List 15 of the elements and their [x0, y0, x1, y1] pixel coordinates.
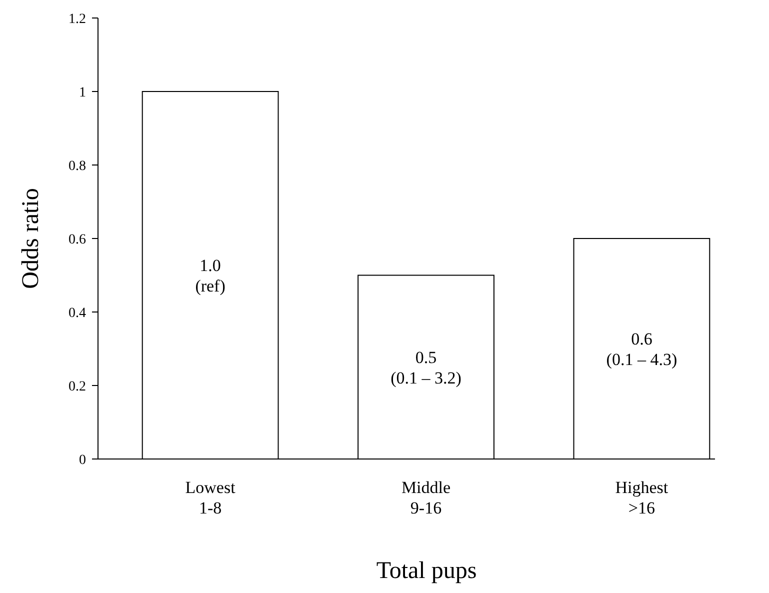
y-tick-label: 0.2	[68, 380, 86, 394]
y-tick-label: 0	[79, 453, 86, 468]
y-tick-label: 0.4	[68, 306, 86, 321]
x-tick-label: Highest >16	[615, 478, 668, 518]
data-label: 0.5 (0.1 – 3.2)	[390, 348, 462, 388]
data-label: 0.6 (0.1 – 4.3)	[606, 330, 678, 369]
y-axis-title: Odds ratio	[18, 188, 44, 289]
y-tick-label: 0.8	[68, 159, 86, 174]
data-label: 1.0 (ref)	[195, 256, 226, 296]
x-tick-label: Lowest 1-8	[185, 478, 236, 518]
x-axis-title: Total pups	[376, 558, 477, 584]
y-tick-label: 0.6	[68, 232, 86, 248]
y-tick-label: 1	[79, 86, 86, 100]
y-tick-label: 1.2	[68, 12, 86, 27]
x-tick-label: Middle 9-16	[401, 478, 451, 518]
